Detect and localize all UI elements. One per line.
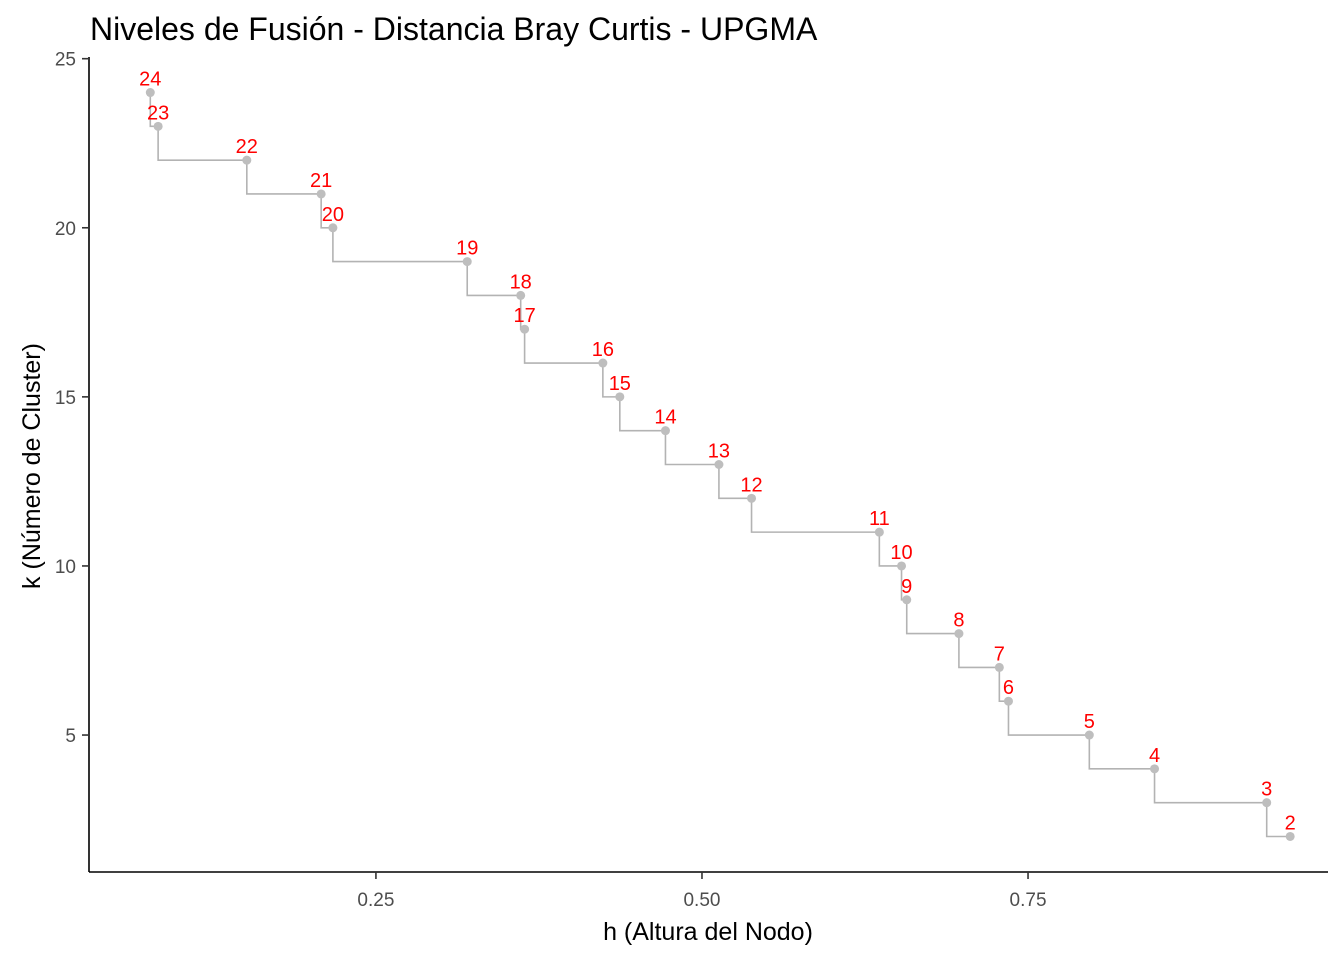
- data-point: [714, 460, 724, 469]
- point-label: 4: [1149, 745, 1160, 767]
- point-label: 6: [1003, 677, 1014, 699]
- data-point: [1262, 798, 1272, 808]
- y-tick-label: 10: [55, 557, 76, 578]
- point-label: 16: [592, 339, 614, 361]
- x-axis-label: h (Altura del Nodo): [603, 918, 813, 946]
- y-tick-label: 15: [55, 388, 76, 409]
- data-point: [462, 257, 472, 267]
- point-label: 23: [147, 102, 169, 124]
- data-point: [747, 493, 757, 503]
- data-points: [145, 88, 1295, 841]
- point-label: 8: [953, 610, 964, 632]
- point-label: 22: [236, 136, 258, 158]
- point-label: 9: [901, 576, 912, 598]
- x-tick-label: 0.50: [683, 890, 720, 911]
- point-label: 5: [1084, 711, 1095, 733]
- point-label: 12: [740, 474, 762, 496]
- y-axis: 5 10 15 20 25: [55, 50, 90, 872]
- point-label: 3: [1261, 779, 1272, 801]
- point-label: 18: [510, 271, 532, 293]
- data-point: [242, 155, 252, 165]
- point-label: 2: [1285, 812, 1296, 834]
- data-point: [994, 662, 1004, 672]
- x-tick-label: 0.75: [1010, 890, 1047, 911]
- y-axis-label: k (Número de Cluster): [18, 343, 46, 589]
- point-label: 17: [513, 305, 535, 327]
- point-label: 11: [869, 508, 890, 530]
- x-axis: 0.25 0.50 0.75: [89, 871, 1328, 911]
- data-point: [902, 595, 912, 605]
- y-tick-label: 25: [55, 50, 76, 71]
- chart-title: Niveles de Fusión - Distancia Bray Curti…: [90, 11, 818, 47]
- data-point: [520, 324, 530, 334]
- data-point: [1084, 730, 1094, 740]
- data-point: [954, 629, 964, 639]
- data-point: [1150, 764, 1160, 774]
- data-point: [316, 189, 326, 199]
- point-label: 21: [310, 170, 332, 192]
- point-label: 24: [139, 69, 161, 91]
- data-point: [328, 223, 338, 233]
- data-point: [660, 426, 670, 436]
- y-tick-label: 5: [65, 726, 76, 747]
- point-label: 10: [890, 542, 912, 564]
- data-point: [145, 88, 155, 98]
- data-point: [897, 561, 907, 571]
- point-label: 20: [322, 204, 344, 226]
- point-label: 7: [994, 643, 1005, 665]
- data-point: [615, 392, 625, 402]
- data-point: [1003, 696, 1013, 706]
- data-point: [1285, 831, 1295, 841]
- x-tick-label: 0.25: [357, 890, 394, 911]
- y-tick-label: 20: [55, 219, 76, 240]
- point-label: 13: [708, 441, 730, 463]
- point-label: 14: [654, 407, 676, 429]
- point-label: 19: [456, 238, 478, 260]
- data-point: [874, 527, 884, 537]
- point-label: 15: [609, 373, 631, 395]
- data-point: [598, 358, 608, 368]
- data-point: [153, 121, 163, 131]
- data-point: [516, 290, 526, 300]
